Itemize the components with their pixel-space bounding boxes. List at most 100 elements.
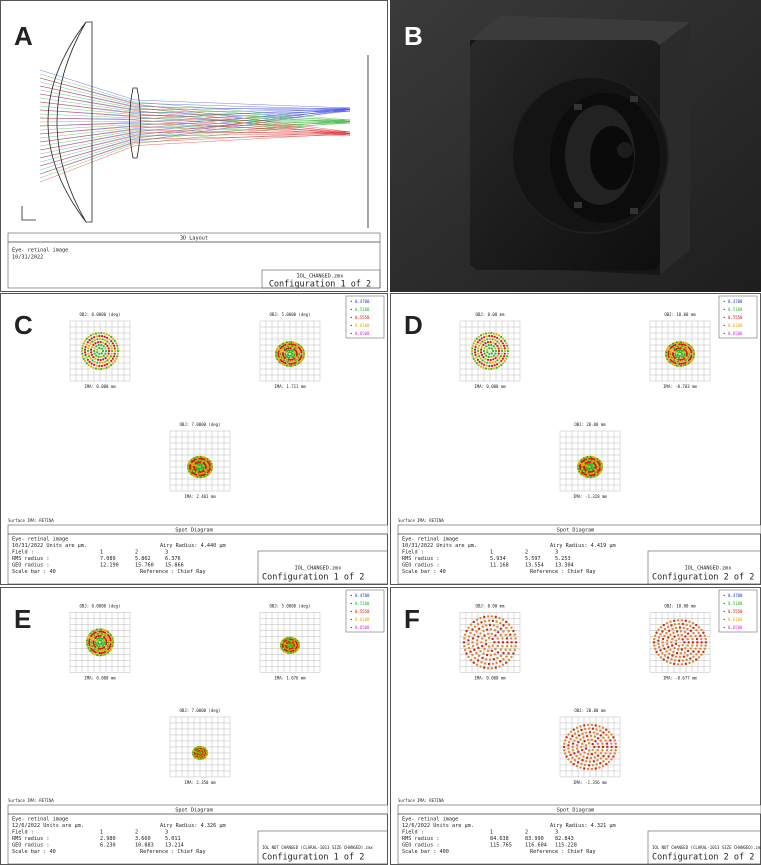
spot-dot bbox=[692, 349, 695, 352]
spot-dot bbox=[670, 644, 674, 647]
spot-dot bbox=[298, 357, 302, 361]
spot-dot bbox=[280, 362, 283, 365]
spot-dot bbox=[659, 633, 662, 636]
spot-dot bbox=[687, 346, 690, 349]
spot-dot bbox=[704, 641, 708, 644]
spot-dot bbox=[501, 342, 504, 345]
spot-dot bbox=[297, 354, 301, 357]
spot-dot bbox=[288, 354, 291, 358]
spot-dot bbox=[678, 655, 682, 659]
spot-dot bbox=[87, 352, 90, 355]
spot-dot bbox=[277, 353, 280, 356]
spot-dot bbox=[85, 356, 88, 359]
spot-dot bbox=[92, 635, 95, 639]
spot-dot bbox=[565, 755, 568, 758]
spot-dot bbox=[602, 731, 605, 734]
spot-dot bbox=[583, 763, 587, 767]
spot-dot bbox=[98, 643, 101, 646]
spot-dot bbox=[700, 641, 703, 644]
spot-dot bbox=[677, 622, 681, 626]
field-image: IMA: -1.356 mm bbox=[573, 780, 607, 785]
info-box bbox=[7, 813, 388, 865]
spot-dot bbox=[285, 364, 288, 367]
spot-dot bbox=[496, 336, 499, 339]
legend-label: 0.6500 bbox=[355, 331, 370, 336]
spot-dot bbox=[679, 364, 683, 367]
spot-dot bbox=[584, 731, 588, 734]
spot-dot bbox=[116, 344, 119, 347]
spot-dot bbox=[280, 360, 284, 363]
spot-dot bbox=[112, 344, 116, 347]
spot-dot bbox=[670, 362, 673, 365]
spot-dot bbox=[98, 361, 102, 365]
spot-dot bbox=[586, 455, 589, 459]
panel: B bbox=[404, 21, 423, 51]
spot-dot bbox=[289, 341, 293, 344]
info-rms: 2.980 bbox=[100, 836, 116, 842]
spot-dot bbox=[107, 349, 111, 353]
spot-dot bbox=[674, 354, 677, 357]
spot-dot bbox=[590, 474, 593, 477]
spot-dot bbox=[684, 349, 687, 352]
spot-dot bbox=[111, 342, 114, 345]
file-box bbox=[647, 830, 761, 865]
configuration: Configuration 2 of 2 bbox=[652, 853, 754, 863]
spot-dot bbox=[299, 344, 302, 348]
spot-dot bbox=[280, 343, 283, 346]
spot-dot bbox=[590, 738, 594, 741]
info-box bbox=[7, 533, 388, 585]
spot-dot bbox=[98, 632, 102, 635]
spot-dot bbox=[107, 634, 110, 637]
spot-dot bbox=[676, 619, 680, 622]
ray bbox=[39, 105, 351, 122]
spot-dot bbox=[590, 472, 593, 475]
spot-dot bbox=[296, 360, 299, 363]
spot-dot bbox=[87, 347, 90, 350]
spot-dot bbox=[673, 646, 676, 650]
spot-dot bbox=[297, 349, 300, 352]
spot-dot bbox=[661, 641, 664, 644]
spot-dot bbox=[100, 649, 104, 652]
spot-dot bbox=[687, 356, 690, 359]
spot-dot bbox=[482, 652, 485, 655]
spot-dot bbox=[695, 623, 698, 627]
spot-dot bbox=[580, 748, 584, 752]
spot-dot bbox=[595, 728, 598, 731]
spot-dot bbox=[280, 356, 283, 359]
spot-dot bbox=[92, 356, 95, 359]
spot-dot bbox=[683, 351, 686, 354]
info-geo: 10.883 bbox=[135, 843, 154, 849]
spot-dot bbox=[497, 334, 501, 337]
spot-dot bbox=[690, 351, 693, 354]
spot-dot bbox=[103, 364, 106, 367]
ray bbox=[39, 101, 351, 114]
spot-dot bbox=[483, 619, 487, 623]
spot-dot bbox=[99, 340, 102, 344]
spot-dot bbox=[669, 352, 672, 356]
info-field: 3 bbox=[555, 830, 558, 836]
spot-dot bbox=[665, 349, 668, 352]
spot-dot bbox=[691, 358, 694, 361]
spot-dot bbox=[584, 458, 588, 461]
spot-dot bbox=[96, 653, 99, 657]
spot-dot bbox=[285, 356, 289, 359]
spot-dot bbox=[488, 337, 492, 341]
spot-dot bbox=[577, 734, 581, 737]
spot-dot bbox=[100, 367, 103, 371]
spot-dot bbox=[198, 457, 201, 460]
spot-dot bbox=[277, 355, 280, 358]
spot-dot bbox=[510, 655, 513, 659]
spot-dot bbox=[90, 634, 93, 638]
spot-dot bbox=[683, 357, 686, 360]
spot-dot bbox=[84, 353, 87, 357]
spot-dot bbox=[675, 356, 679, 359]
spot-dot bbox=[99, 634, 102, 637]
spot-dot bbox=[471, 355, 474, 358]
spot-dot bbox=[86, 643, 89, 646]
spot-dot bbox=[587, 472, 590, 475]
spot-dot bbox=[470, 349, 474, 353]
spot-dot bbox=[598, 766, 601, 769]
spot-dot bbox=[593, 745, 596, 749]
spot-dot bbox=[300, 351, 303, 354]
spot-dot bbox=[109, 633, 112, 637]
